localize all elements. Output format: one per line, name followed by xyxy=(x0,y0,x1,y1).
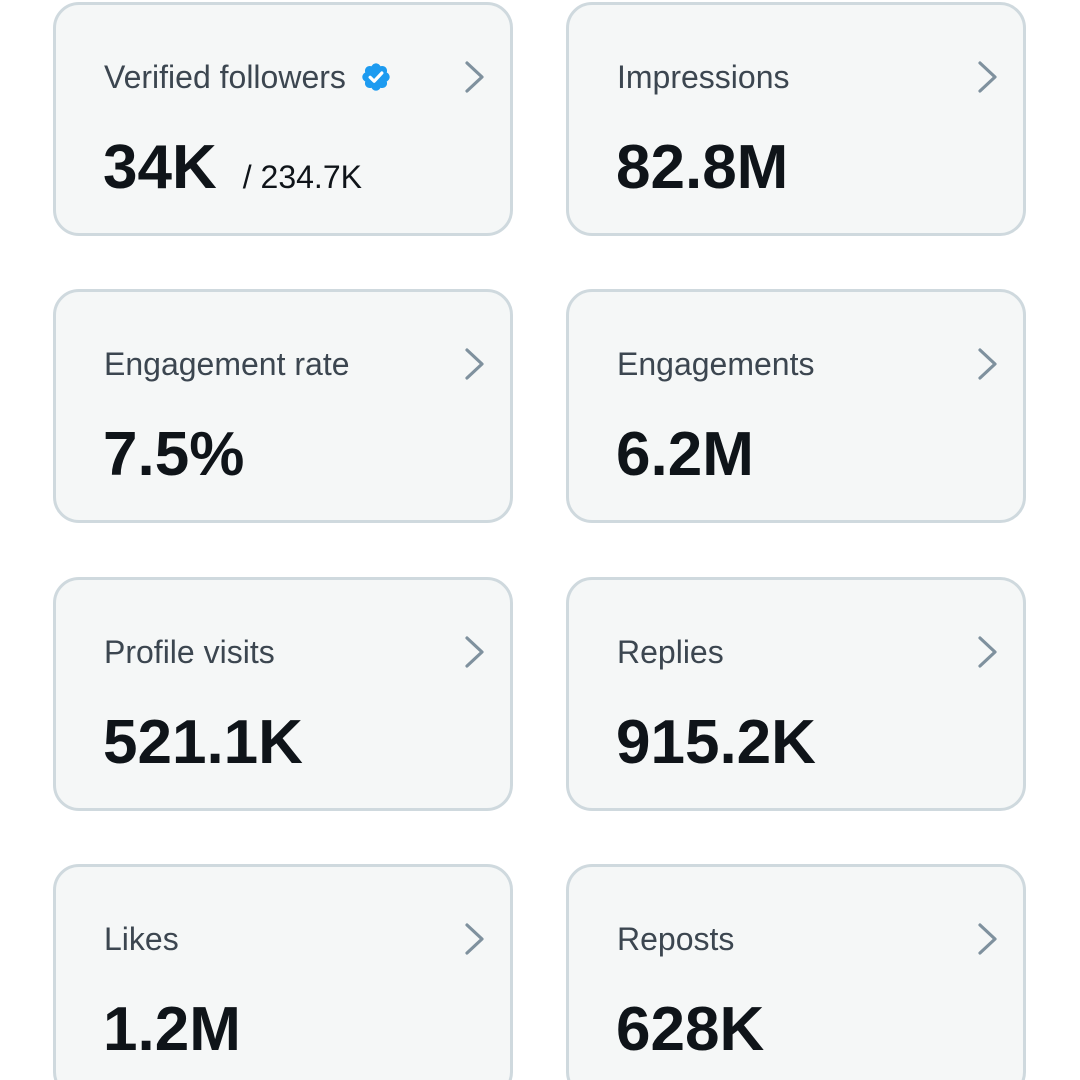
card-label: Reposts xyxy=(617,921,735,957)
card-label: Engagement rate xyxy=(104,346,350,382)
card-label: Likes xyxy=(104,921,179,957)
card-value: 915.2K xyxy=(616,708,816,777)
card-value: 628K xyxy=(616,995,765,1064)
card-profile-visits[interactable]: Profile visits 521.1K xyxy=(53,577,513,811)
chevron-right-icon xyxy=(978,636,997,668)
card-value: 1.2M xyxy=(103,995,241,1064)
chevron-right-icon xyxy=(465,636,484,668)
card-label: Verified followers xyxy=(104,59,346,95)
card-value: 7.5% xyxy=(103,420,245,489)
chevron-right-icon xyxy=(978,348,997,380)
card-label-wrapper: Engagements xyxy=(617,344,814,384)
chevron-right-icon xyxy=(465,348,484,380)
card-engagements[interactable]: Engagements 6.2M xyxy=(566,289,1026,523)
card-reposts[interactable]: Reposts 628K xyxy=(566,864,1026,1080)
verified-badge-icon xyxy=(362,63,390,91)
chevron-right-icon xyxy=(978,923,997,955)
chevron-right-icon xyxy=(978,61,997,93)
card-value: 6.2M xyxy=(616,420,754,489)
card-replies[interactable]: Replies 915.2K xyxy=(566,577,1026,811)
card-impressions[interactable]: Impressions 82.8M xyxy=(566,2,1026,236)
card-label-wrapper: Profile visits xyxy=(104,632,275,672)
chevron-right-icon xyxy=(465,61,484,93)
card-value: 521.1K xyxy=(103,708,303,777)
card-engagement-rate[interactable]: Engagement rate 7.5% xyxy=(53,289,513,523)
card-label: Replies xyxy=(617,634,724,670)
card-label-wrapper: Engagement rate xyxy=(104,344,350,384)
card-label: Profile visits xyxy=(104,634,275,670)
card-value: 82.8M xyxy=(616,133,789,202)
card-value: 34K xyxy=(103,133,217,202)
card-likes[interactable]: Likes 1.2M xyxy=(53,864,513,1080)
card-label-wrapper: Impressions xyxy=(617,57,790,97)
card-verified-followers[interactable]: Verified followers 34K / 234.7K xyxy=(53,2,513,236)
card-label-wrapper: Reposts xyxy=(617,919,734,959)
card-subvalue: / 234.7K xyxy=(242,159,362,195)
chevron-right-icon xyxy=(465,923,484,955)
card-label: Impressions xyxy=(617,59,790,95)
card-value-wrapper: 34K / 234.7K xyxy=(103,133,362,212)
card-label-wrapper: Likes xyxy=(104,919,179,959)
card-label: Engagements xyxy=(617,346,815,382)
card-label-wrapper: Verified followers xyxy=(104,57,392,97)
card-label-wrapper: Replies xyxy=(617,632,724,672)
